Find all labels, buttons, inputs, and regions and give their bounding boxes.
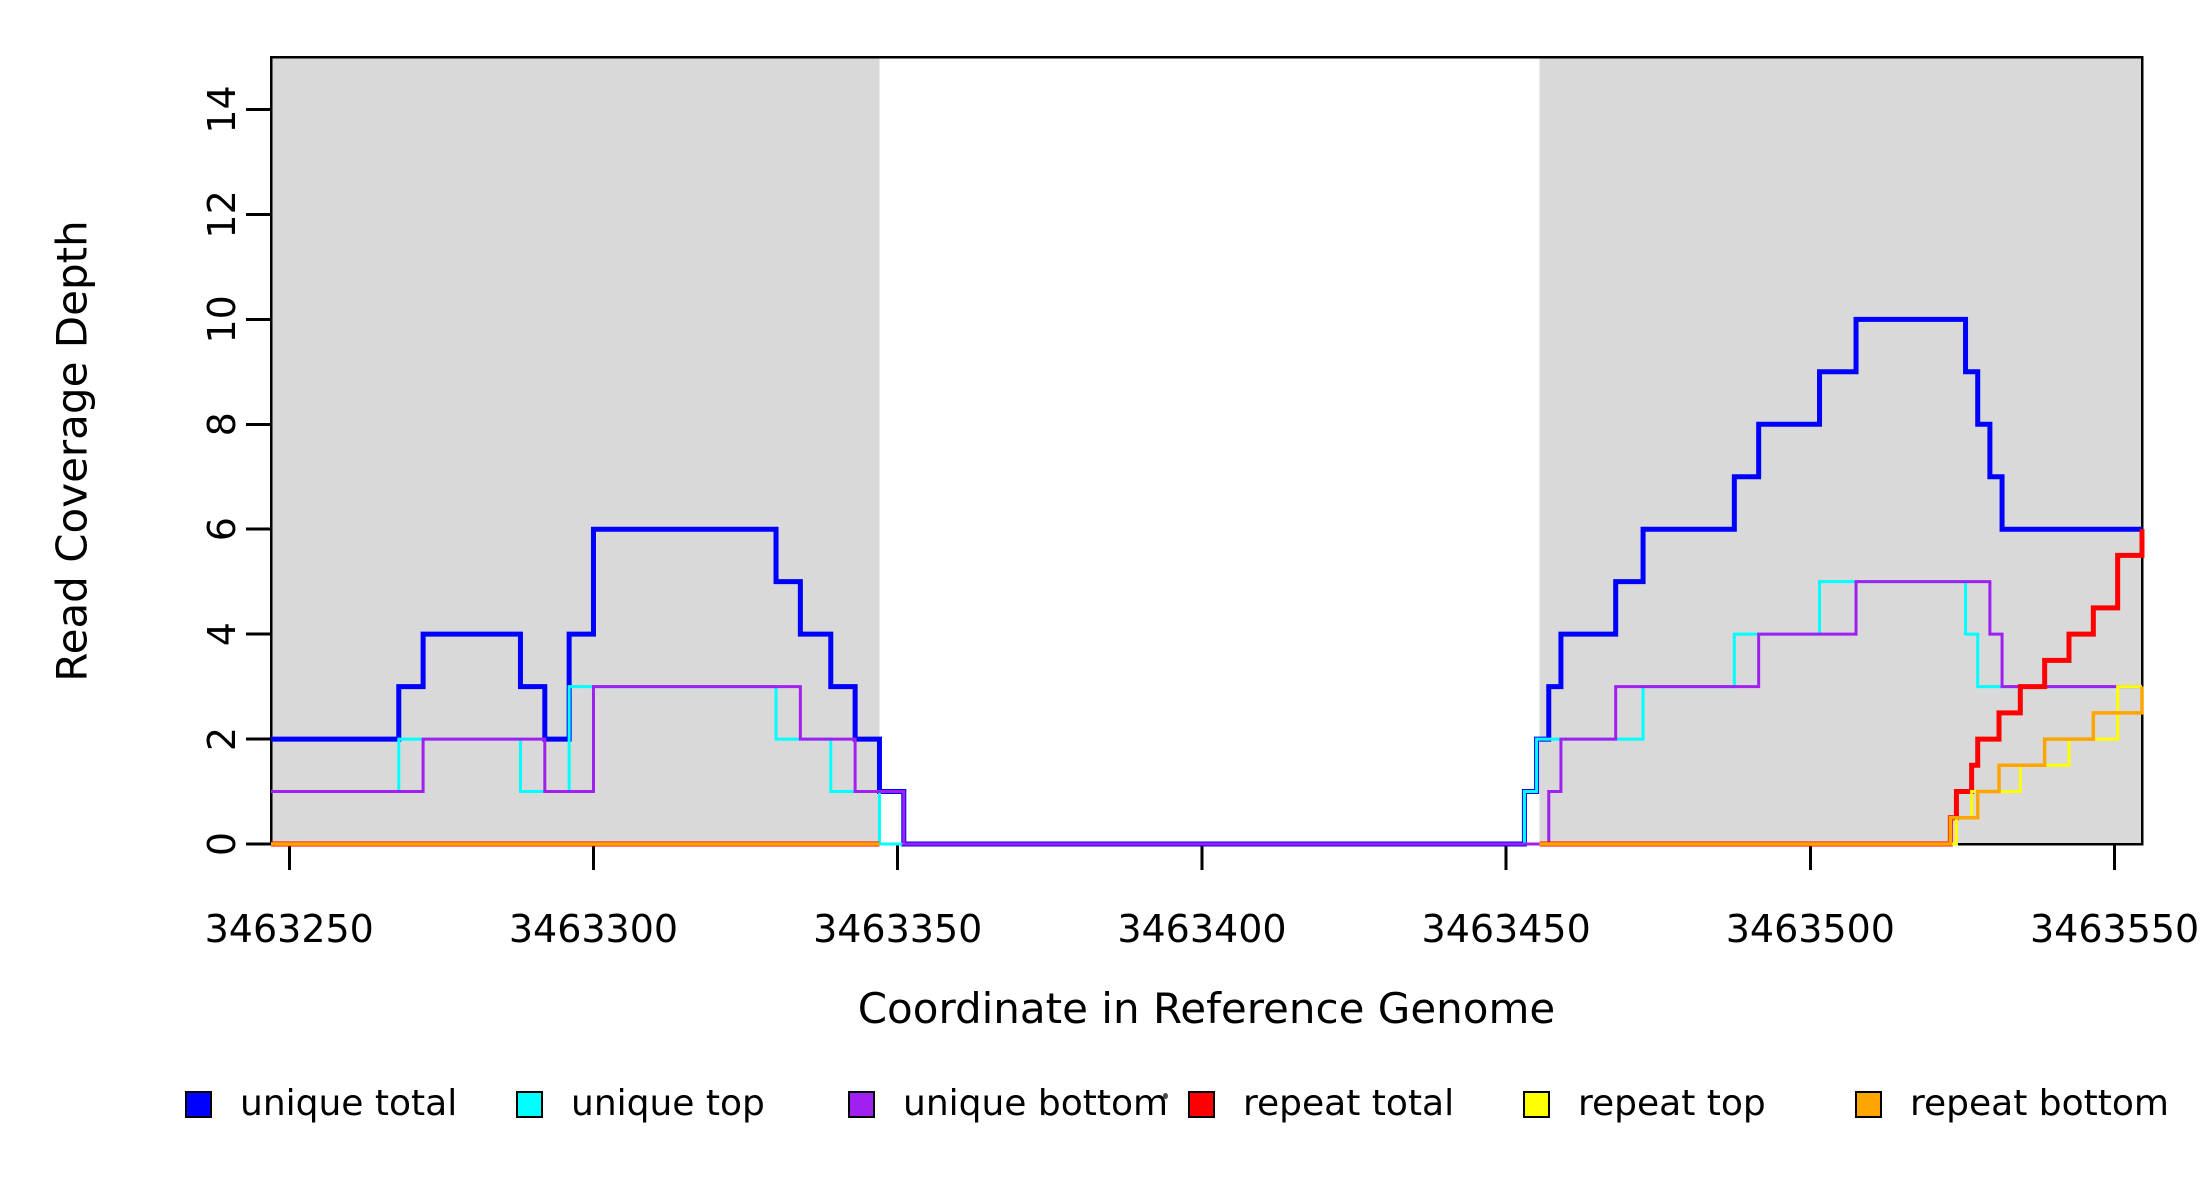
y-tick-label: 0 xyxy=(200,832,244,856)
series-unique-bottom xyxy=(271,580,2142,846)
x-tick-label: 3463450 xyxy=(1422,907,1591,951)
x-tick-label: 3463250 xyxy=(205,907,374,951)
series-repeat-bottom xyxy=(1539,686,2144,846)
y-tick-label: 12 xyxy=(200,190,244,238)
x-tick-label: 3463500 xyxy=(1726,907,1895,951)
x-axis-title: Coordinate in Reference Genome xyxy=(857,984,1556,1033)
y-tick-label: 8 xyxy=(200,412,244,436)
y-tick-label: 10 xyxy=(200,295,244,343)
x-tick-label: 3463550 xyxy=(2030,907,2199,951)
y-tick-label: 4 xyxy=(200,622,244,646)
shade-repeat-region-1 xyxy=(271,57,880,844)
shade-repeat-region-2 xyxy=(1539,57,2142,844)
y-tick-label: 6 xyxy=(200,517,244,541)
x-tick-label: 3463400 xyxy=(1117,907,1286,951)
y-tick-label: 14 xyxy=(200,85,244,133)
series-repeat-top xyxy=(1539,685,2142,846)
y-tick-label: 2 xyxy=(200,727,244,751)
stray-dot-artifact xyxy=(1163,1093,1168,1099)
x-tick-label: 3463350 xyxy=(813,907,982,951)
series-repeat-total xyxy=(1539,529,2145,847)
y-axis-title: Read Coverage Depth xyxy=(47,220,97,682)
x-tick-label: 3463300 xyxy=(509,907,678,951)
